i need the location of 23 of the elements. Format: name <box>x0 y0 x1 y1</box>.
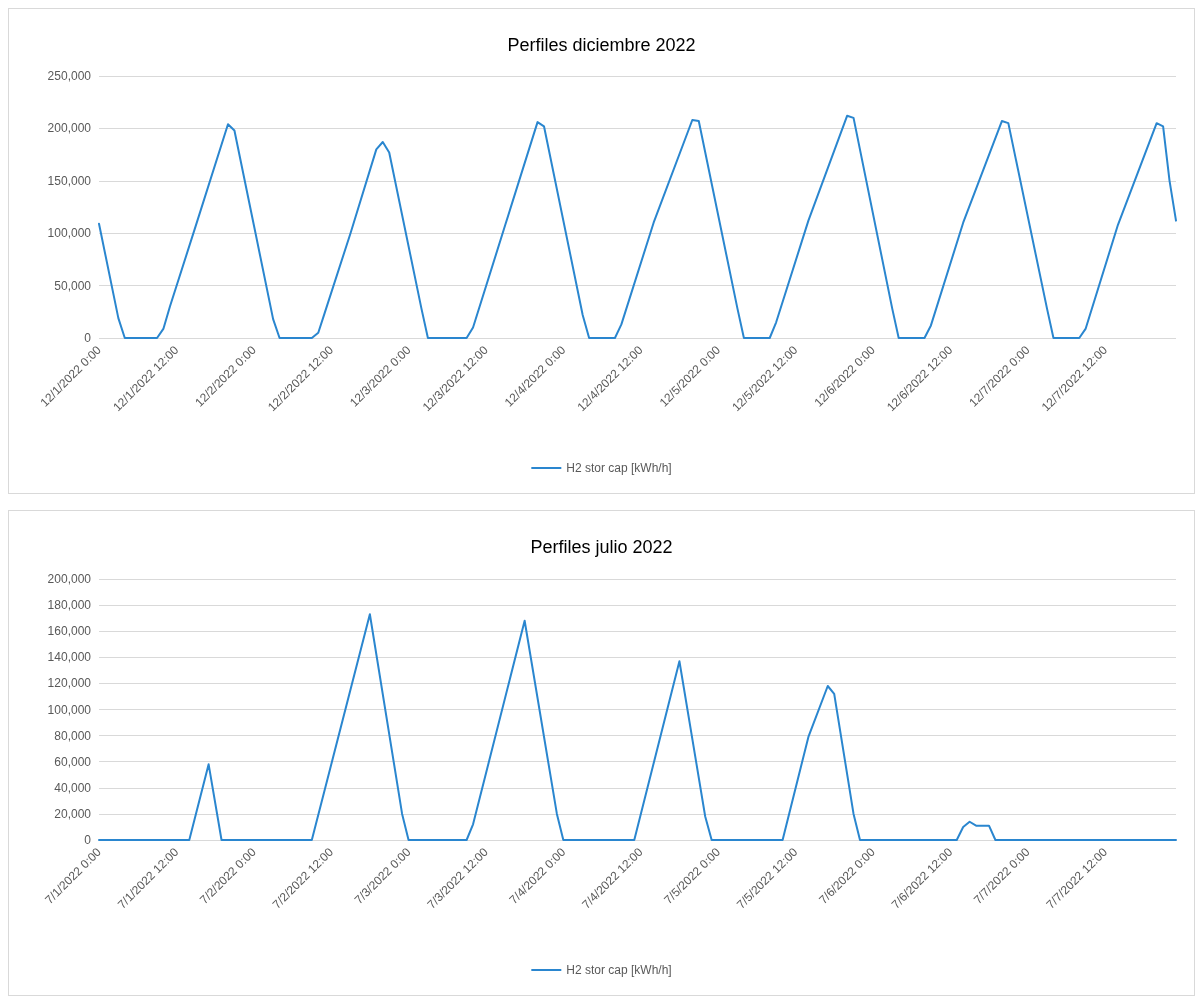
legend-label: H2 stor cap [kWh/h] <box>566 461 672 475</box>
y-tick-label: 20,000 <box>54 806 92 821</box>
y-tick-label: 160,000 <box>47 624 92 639</box>
y-tick-label: 0 <box>84 331 92 345</box>
y-tick-label: 40,000 <box>54 780 92 795</box>
y-tick-label: 180,000 <box>47 598 92 613</box>
y-tick-label: 80,000 <box>54 728 92 743</box>
y-tick-label: 50,000 <box>54 278 92 293</box>
y-tick-label: 120,000 <box>47 676 92 691</box>
legend-label: H2 stor cap [kWh/h] <box>566 963 672 977</box>
line-series <box>98 114 1177 339</box>
y-tick-label: 140,000 <box>47 650 92 665</box>
y-tick-label: 250,000 <box>47 69 92 83</box>
y-tick-label: 0 <box>84 833 92 847</box>
chart-title: Perfiles diciembre 2022 <box>507 35 696 55</box>
y-tick-label: 100,000 <box>47 226 92 241</box>
line-series <box>98 613 1177 841</box>
chart-title: Perfiles julio 2022 <box>530 537 673 557</box>
y-tick-label: 150,000 <box>47 173 92 188</box>
y-tick-label: 100,000 <box>47 702 92 717</box>
y-tick-label: 200,000 <box>47 121 92 136</box>
y-tick-label: 60,000 <box>54 754 92 769</box>
y-tick-label: 200,000 <box>47 572 92 586</box>
